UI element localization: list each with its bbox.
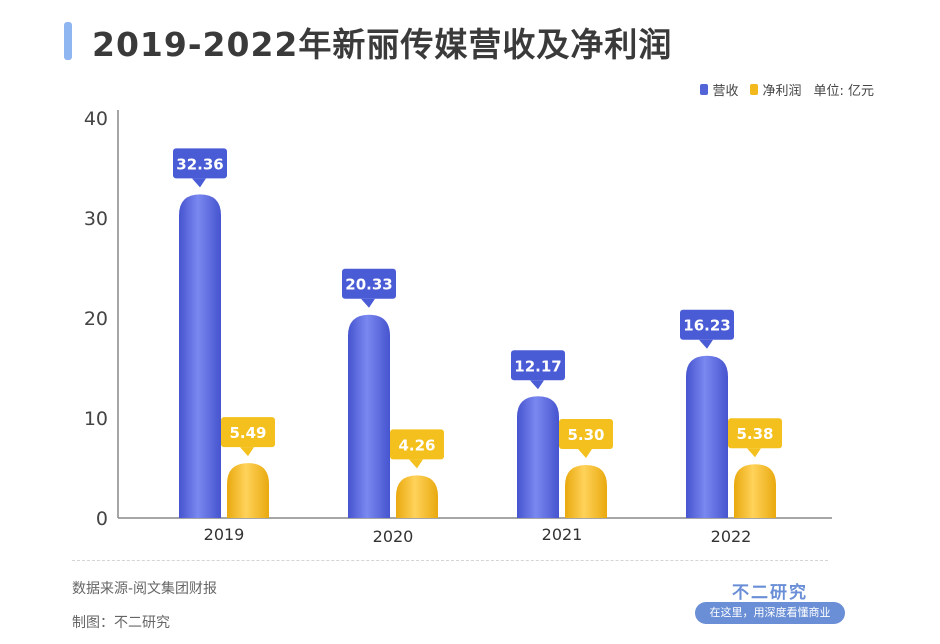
data-label-box bbox=[680, 309, 734, 340]
data-label-pointer bbox=[530, 380, 544, 390]
data-label: 20.33 bbox=[345, 276, 392, 294]
bar-revenue bbox=[686, 355, 728, 518]
bar-revenue bbox=[348, 314, 390, 518]
data-label-box bbox=[342, 268, 396, 299]
data-label-box bbox=[511, 350, 565, 381]
legend-item-revenue: 营收 bbox=[700, 80, 738, 99]
legend-item-profit: 净利润 bbox=[750, 80, 801, 99]
brand-name: 不二研究 bbox=[732, 583, 808, 603]
data-label-pointer bbox=[240, 447, 254, 457]
bar-profit bbox=[227, 463, 269, 518]
bar-profit bbox=[565, 465, 607, 518]
y-tick-label: 20 bbox=[84, 308, 108, 330]
y-tick-label: 40 bbox=[84, 108, 108, 130]
data-label-pointer bbox=[578, 449, 592, 458]
data-label-box bbox=[221, 417, 275, 448]
title-accent-bar bbox=[64, 22, 72, 60]
chart-title: 2019-2022年新丽传媒营收及净利润 bbox=[92, 25, 673, 64]
x-tick-label: 2019 bbox=[204, 525, 245, 544]
bar-profit bbox=[396, 475, 438, 518]
data-label: 5.38 bbox=[736, 425, 773, 443]
data-source: 数据来源-阅文集团财报 bbox=[72, 581, 218, 597]
data-label: 5.49 bbox=[229, 424, 266, 442]
data-label-pointer bbox=[409, 459, 423, 469]
data-label-pointer bbox=[747, 448, 761, 458]
data-label: 12.17 bbox=[514, 357, 561, 375]
y-tick-label: 0 bbox=[96, 508, 108, 530]
legend-swatch-profit bbox=[750, 84, 759, 95]
y-tick-label: 10 bbox=[84, 408, 108, 430]
legend-label-revenue: 营收 bbox=[712, 84, 739, 99]
x-tick-label: 2021 bbox=[542, 525, 583, 544]
x-tick-label: 2022 bbox=[711, 527, 752, 546]
data-label-pointer bbox=[361, 298, 375, 308]
data-label-box bbox=[390, 429, 444, 460]
data-label-box bbox=[173, 148, 227, 179]
data-label-box bbox=[559, 419, 613, 449]
y-tick-label: 30 bbox=[84, 208, 108, 230]
data-label-box bbox=[728, 418, 782, 449]
data-label-pointer bbox=[192, 178, 206, 188]
data-label: 32.36 bbox=[176, 155, 223, 173]
brand-tagline: 在这里，用深度看懂商业 bbox=[695, 602, 845, 624]
data-label: 4.26 bbox=[398, 436, 435, 454]
legend: 营收 净利润 单位: 亿元 bbox=[700, 80, 874, 99]
chart-maker: 制图：不二研究 bbox=[72, 615, 170, 631]
data-label: 5.30 bbox=[567, 426, 604, 444]
footer-divider bbox=[72, 560, 828, 561]
bar-profit bbox=[734, 464, 776, 518]
bar-revenue bbox=[517, 396, 559, 518]
data-label: 16.23 bbox=[683, 317, 730, 335]
legend-unit: 单位: 亿元 bbox=[813, 84, 874, 99]
bar-revenue bbox=[179, 194, 221, 518]
x-tick-label: 2020 bbox=[373, 527, 414, 546]
legend-label-profit: 净利润 bbox=[762, 84, 802, 99]
legend-swatch-revenue bbox=[700, 84, 709, 95]
data-label-pointer bbox=[699, 339, 713, 349]
